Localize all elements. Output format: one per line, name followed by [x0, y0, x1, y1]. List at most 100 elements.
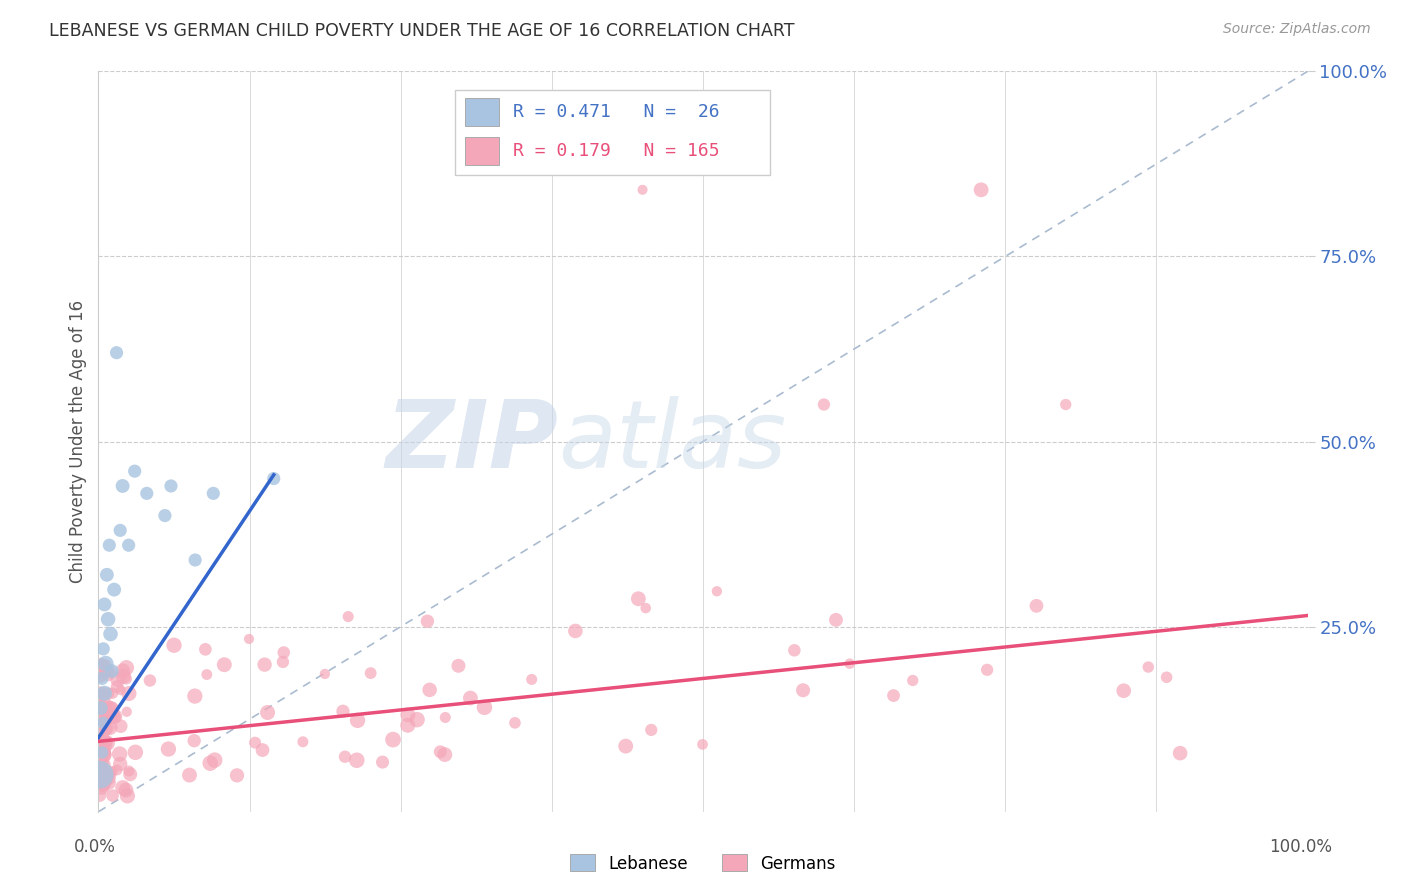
Point: [640, 723, 662, 737]
Point: [419, 682, 441, 697]
Point: [202, 486, 225, 500]
Point: [200, 756, 222, 771]
Point: [332, 704, 354, 718]
Point: [110, 719, 132, 733]
Point: [105, 345, 128, 359]
Point: [117, 789, 139, 803]
Point: [89, 668, 111, 682]
Point: [838, 657, 860, 671]
Point: [160, 479, 183, 493]
Point: [460, 691, 482, 706]
Point: [98, 665, 121, 680]
Point: [474, 700, 496, 714]
Point: [89, 690, 111, 705]
Point: [97, 766, 120, 780]
Point: [382, 732, 405, 747]
Point: [93, 757, 115, 772]
Point: [634, 601, 657, 615]
Point: [108, 757, 131, 772]
Point: [94, 710, 117, 724]
Point: [104, 709, 127, 723]
Point: [433, 747, 456, 762]
Point: [90, 750, 112, 764]
Point: [90, 708, 112, 723]
Point: [115, 705, 138, 719]
Point: [115, 783, 138, 797]
Point: [179, 768, 201, 782]
Point: [90, 739, 112, 754]
Point: [91, 780, 114, 795]
Point: [90, 701, 112, 715]
Point: [101, 686, 124, 700]
Point: [314, 667, 336, 681]
Text: LEBANESE VS GERMAN CHILD POVERTY UNDER THE AGE OF 16 CORRELATION CHART: LEBANESE VS GERMAN CHILD POVERTY UNDER T…: [49, 22, 794, 40]
Point: [692, 738, 714, 752]
Text: R = 0.471   N =  26: R = 0.471 N = 26: [513, 103, 720, 121]
Point: [89, 768, 111, 782]
Point: [434, 710, 457, 724]
Point: [107, 673, 129, 687]
Point: [93, 773, 115, 788]
Point: [96, 708, 118, 723]
Point: [631, 183, 654, 197]
Point: [184, 553, 207, 567]
Point: [89, 748, 111, 763]
Point: [627, 591, 650, 606]
Point: [135, 486, 157, 500]
Point: [1054, 398, 1077, 412]
Point: [416, 614, 439, 628]
Point: [94, 696, 117, 710]
Bar: [465, 98, 499, 126]
Point: [406, 713, 429, 727]
Point: [333, 749, 356, 764]
Point: [89, 685, 111, 699]
Point: [1112, 683, 1135, 698]
Point: [100, 710, 122, 724]
Point: [89, 734, 111, 748]
Point: [91, 775, 114, 789]
Point: [110, 683, 132, 698]
Point: [98, 538, 121, 552]
Point: [195, 667, 218, 681]
Point: [118, 764, 141, 778]
Point: [360, 666, 382, 681]
Text: R = 0.179   N = 165: R = 0.179 N = 165: [513, 142, 720, 160]
Point: [97, 612, 120, 626]
Point: [792, 683, 814, 698]
Point: [271, 655, 294, 669]
Point: [90, 751, 112, 765]
FancyBboxPatch shape: [456, 90, 769, 175]
Point: [564, 624, 586, 638]
Point: [337, 609, 360, 624]
Point: [89, 739, 111, 753]
Point: [93, 661, 115, 675]
Point: [101, 789, 124, 803]
Point: [139, 673, 162, 688]
Point: [93, 744, 115, 758]
Point: [100, 664, 122, 678]
Point: [93, 747, 115, 762]
Text: Source: ZipAtlas.com: Source: ZipAtlas.com: [1223, 22, 1371, 37]
Point: [101, 764, 124, 779]
Point: [93, 747, 115, 762]
Text: ZIP: ZIP: [385, 395, 558, 488]
Point: [115, 661, 138, 675]
Point: [204, 753, 226, 767]
Point: [238, 632, 260, 646]
Point: [91, 658, 114, 673]
Point: [91, 742, 114, 756]
Point: [108, 747, 131, 761]
Point: [371, 755, 394, 769]
Point: [93, 774, 115, 789]
Point: [93, 777, 115, 791]
Point: [93, 598, 115, 612]
Point: [100, 702, 122, 716]
Point: [112, 669, 135, 683]
Point: [94, 658, 117, 673]
Point: [273, 645, 295, 659]
Point: [94, 746, 117, 760]
Point: [96, 734, 118, 748]
Point: [93, 756, 115, 770]
Point: [89, 657, 111, 671]
Point: [89, 690, 111, 705]
